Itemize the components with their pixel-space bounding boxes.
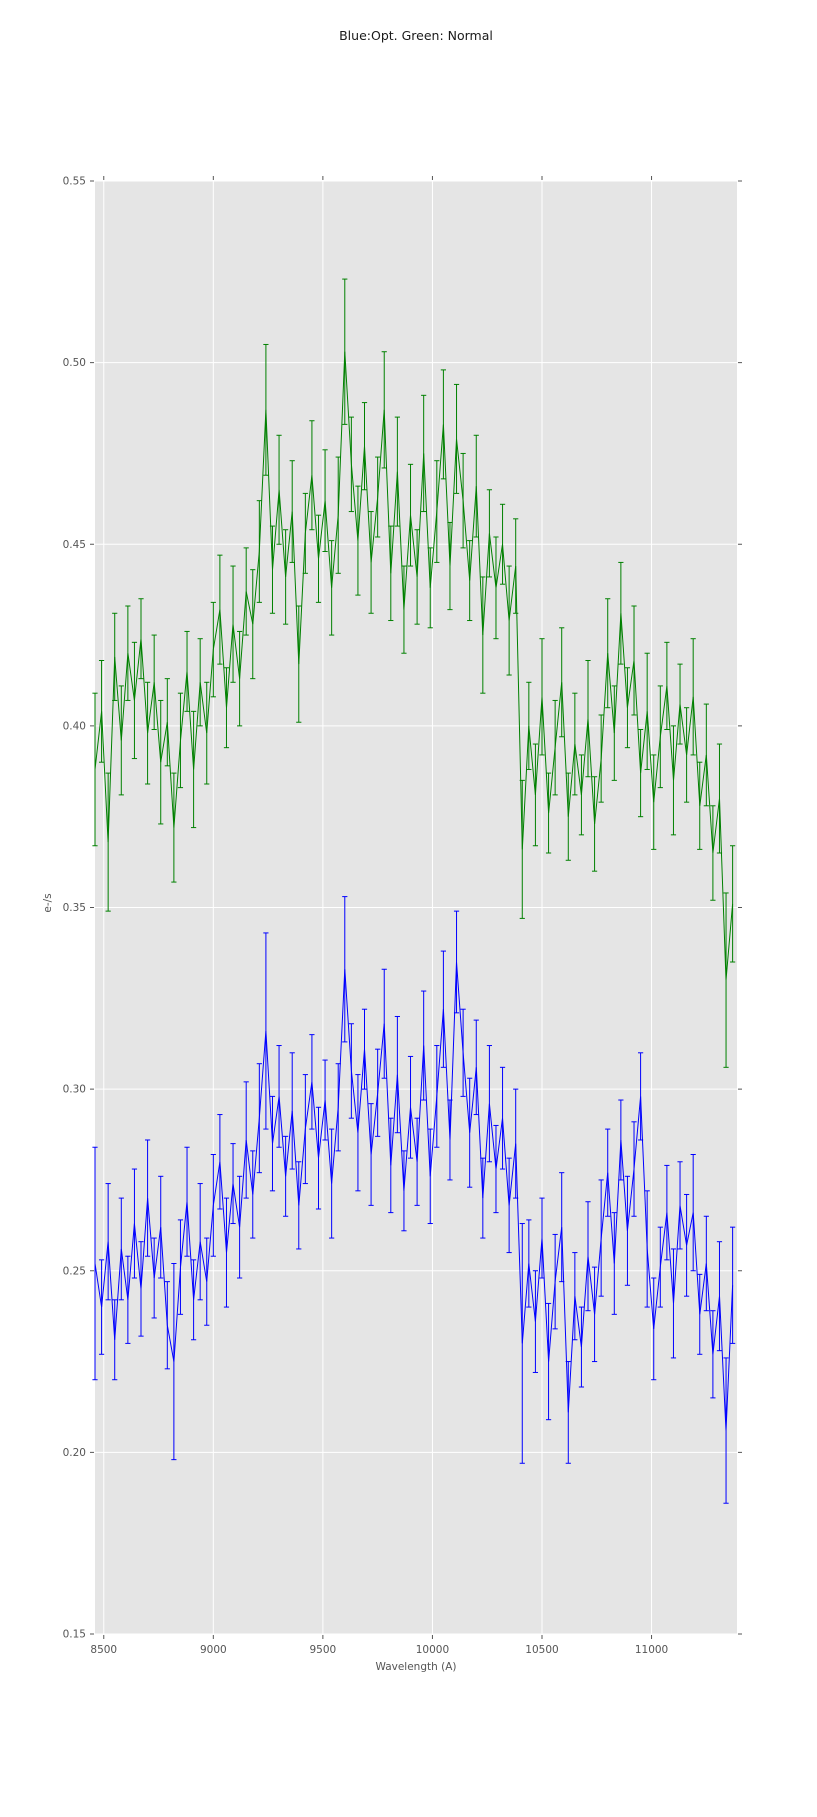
- svg-text:0.50: 0.50: [63, 357, 86, 369]
- svg-text:0.55: 0.55: [63, 176, 86, 188]
- svg-text:0.40: 0.40: [63, 720, 86, 732]
- svg-text:10500: 10500: [525, 1644, 558, 1656]
- svg-text:0.45: 0.45: [63, 539, 86, 551]
- tick-marks: [90, 176, 742, 1639]
- svg-text:10000: 10000: [416, 1644, 449, 1656]
- chart-title: Blue:Opt. Green: Normal: [339, 28, 493, 43]
- svg-text:9500: 9500: [310, 1644, 337, 1656]
- svg-text:0.20: 0.20: [63, 1447, 86, 1459]
- y-tick-labels: 0.15 0.20 0.25 0.30 0.35 0.40 0.45 0.50 0.55: [63, 176, 86, 1641]
- line-normal: [94, 351, 734, 981]
- svg-text:9000: 9000: [200, 1644, 227, 1656]
- series-opt: [92, 896, 736, 1504]
- svg-text:0.15: 0.15: [63, 1629, 86, 1641]
- svg-text:0.25: 0.25: [63, 1265, 86, 1277]
- x-axis-label: Wavelength (A): [375, 1661, 457, 1673]
- line-opt: [94, 961, 734, 1431]
- svg-text:11000: 11000: [635, 1644, 668, 1656]
- svg-text:0.35: 0.35: [63, 902, 86, 914]
- series-normal: [92, 278, 736, 1068]
- svg-text:0.30: 0.30: [63, 1084, 86, 1096]
- x-tick-labels: 8500 9000 9500 10000 10500 11000: [90, 1644, 668, 1656]
- gridlines: [95, 180, 737, 1635]
- svg-text:8500: 8500: [90, 1644, 117, 1656]
- y-axis-label: e-/s: [42, 893, 54, 913]
